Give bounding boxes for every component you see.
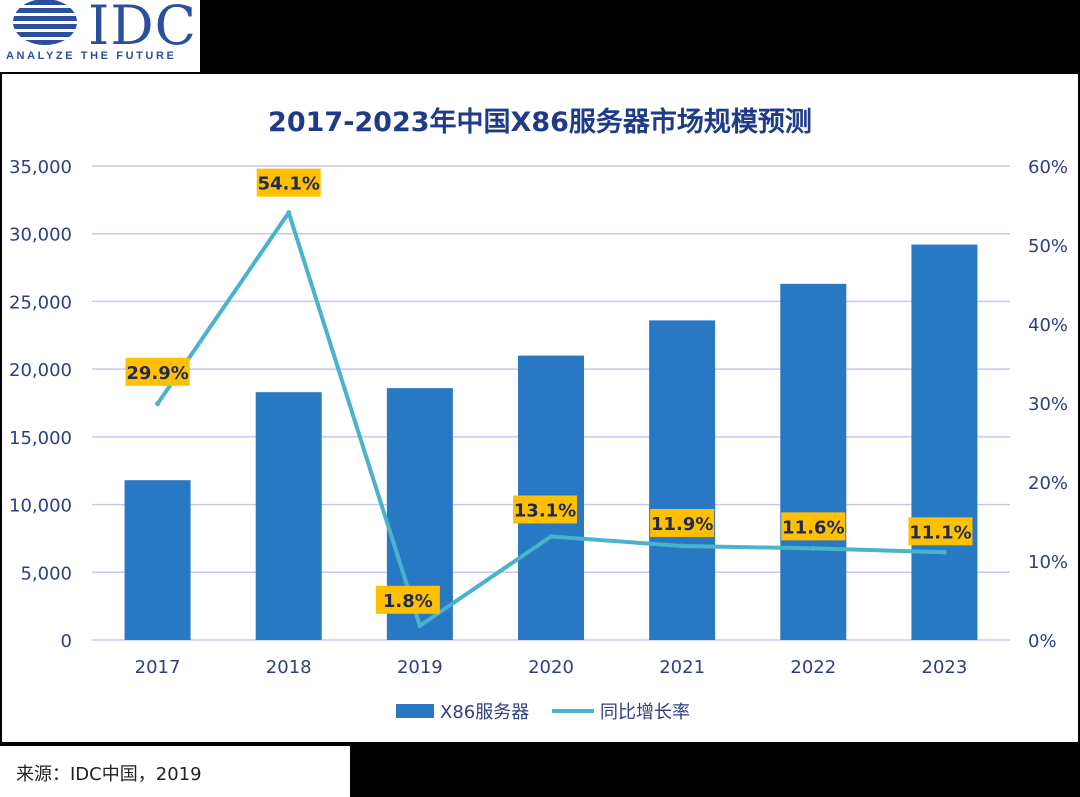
data-label-box <box>650 508 715 537</box>
bar <box>911 244 978 640</box>
bar <box>255 392 322 640</box>
y-right-tick-label: 60% <box>1028 157 1068 178</box>
y-left-tick-label: 10,000 <box>9 496 72 517</box>
bar-series <box>124 244 978 640</box>
chart-title: 2017-2023年中国X86服务器市场规模预测 <box>268 107 812 138</box>
line-point <box>679 543 685 549</box>
legend-bar-label: X86服务器 <box>440 702 529 723</box>
legend-line-label: 同比增长率 <box>600 702 690 723</box>
x-tick-label: 2020 <box>528 657 574 678</box>
data-label: 11.6% <box>782 517 844 538</box>
data-label-box <box>256 168 321 197</box>
logo-tagline: ANALYZE THE FUTURE <box>6 50 177 62</box>
line-point <box>548 534 554 540</box>
line-point <box>810 545 816 551</box>
bar <box>124 480 191 640</box>
x-tick-label: 2021 <box>659 657 705 678</box>
y-left-tick-label: 5,000 <box>20 563 72 584</box>
y-left-tick-label: 15,000 <box>9 428 72 449</box>
data-label: 11.9% <box>651 514 713 535</box>
x-tick-label: 2017 <box>135 657 181 678</box>
source-text: 来源：IDC中国，2019 <box>16 764 202 785</box>
idc-logo: IDC ANALYZE THE FUTURE <box>0 0 200 72</box>
data-label: 1.8% <box>383 591 433 612</box>
data-label-box <box>375 585 440 614</box>
line-point <box>941 549 947 555</box>
x-tick-label: 2022 <box>790 657 836 678</box>
line-point <box>155 401 161 407</box>
data-label: 29.9% <box>126 363 188 384</box>
line-point <box>286 210 292 216</box>
y-right-tick-label: 50% <box>1028 236 1068 257</box>
y-left-tick-label: 20,000 <box>9 360 72 381</box>
line-point <box>417 623 423 629</box>
axes: 0 5,000 10,000 15,000 20,000 25,000 30,000 35,0… <box>9 157 1068 678</box>
globe-icon <box>13 0 77 45</box>
legend-bar-swatch <box>396 704 434 718</box>
y-right-tick-label: 0% <box>1028 631 1057 652</box>
legend: X86服务器 同比增长率 <box>396 702 690 723</box>
y-right-tick-label: 10% <box>1028 552 1068 573</box>
y-right-tick-label: 20% <box>1028 473 1068 494</box>
source-footer: 来源：IDC中国，2019 <box>0 746 350 797</box>
data-label: 54.1% <box>257 174 319 195</box>
bar <box>780 283 847 640</box>
y-left-tick-label: 35,000 <box>9 157 72 178</box>
data-labels: 29.9% 54.1% 1.8% 13.1% 11.9% 11.6% 11.1% <box>125 168 973 614</box>
bar <box>649 320 716 640</box>
data-label-box <box>908 517 973 546</box>
y-left-tick-label: 25,000 <box>9 292 72 313</box>
data-label-box <box>781 512 846 541</box>
x-tick-label: 2018 <box>266 657 312 678</box>
data-label-box <box>125 357 190 386</box>
data-label-box <box>513 495 577 524</box>
y-left-tick-label: 0 <box>61 631 72 652</box>
line-series <box>155 210 947 629</box>
y-right-tick-label: 30% <box>1028 394 1068 415</box>
logo-text: IDC <box>88 0 197 57</box>
data-label: 11.1% <box>909 522 971 543</box>
x-tick-label: 2023 <box>922 657 968 678</box>
y-left-tick-label: 30,000 <box>9 225 72 246</box>
x-tick-label: 2019 <box>397 657 443 678</box>
y-right-tick-label: 40% <box>1028 315 1068 336</box>
data-label: 13.1% <box>514 501 576 522</box>
